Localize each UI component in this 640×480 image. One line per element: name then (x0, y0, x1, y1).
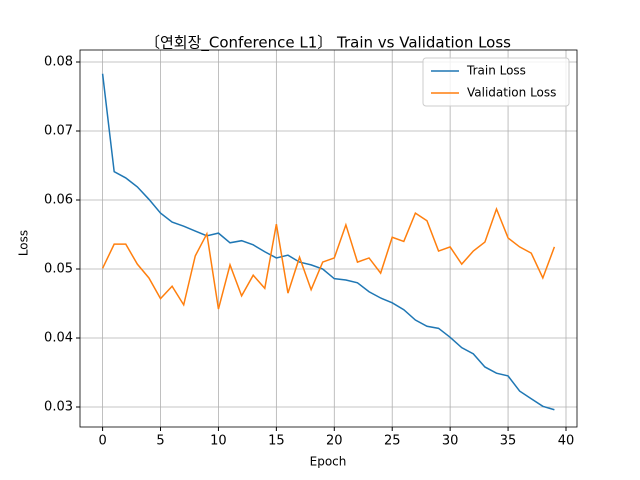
y-tick-label: 0.04 (44, 330, 73, 345)
legend-box (422, 57, 570, 107)
x-tick-label: 10 (210, 434, 227, 449)
x-tick-label: 0 (98, 434, 106, 449)
legend-label: Train Loss (466, 64, 526, 78)
x-tick-label: 5 (156, 434, 164, 449)
line-series (101, 73, 555, 411)
x-tick-label: 35 (500, 434, 517, 449)
line-series (101, 206, 556, 310)
plot-frame (79, 49, 578, 428)
x-tick-label: 15 (268, 434, 285, 449)
chart-title: 〔연회장_Conference L1〕 Train vs Validation … (145, 34, 511, 53)
y-tick-label: 0.08 (44, 55, 73, 70)
y-tick-label: 0.06 (44, 192, 73, 207)
x-axis-label: Epoch (310, 455, 347, 469)
y-tick-label: 0.07 (44, 124, 73, 139)
x-tick-label: 30 (442, 434, 459, 449)
y-axis-label: Loss (17, 230, 31, 256)
y-tick-label: 0.05 (44, 261, 73, 276)
y-tick-label: 0.03 (44, 399, 73, 414)
x-tick-label: 40 (558, 434, 575, 449)
x-tick-label: 25 (384, 434, 401, 449)
x-tick-label: 20 (326, 434, 343, 449)
legend-label: Validation Loss (467, 86, 556, 100)
